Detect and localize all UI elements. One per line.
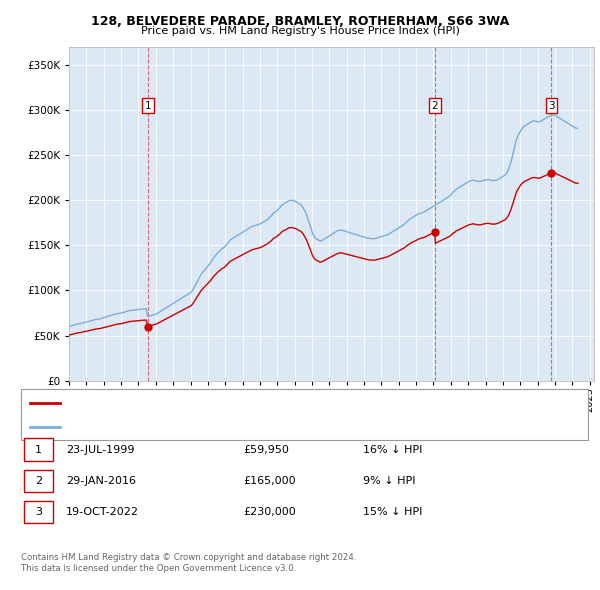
- Text: 2: 2: [35, 476, 42, 486]
- Text: £230,000: £230,000: [243, 507, 296, 517]
- Text: Price paid vs. HM Land Registry's House Price Index (HPI): Price paid vs. HM Land Registry's House …: [140, 26, 460, 36]
- Text: 2: 2: [431, 101, 438, 111]
- Text: 15% ↓ HPI: 15% ↓ HPI: [363, 507, 422, 517]
- Text: 128, BELVEDERE PARADE, BRAMLEY, ROTHERHAM, S66 3WA (detached house): 128, BELVEDERE PARADE, BRAMLEY, ROTHERHA…: [64, 398, 448, 408]
- Text: 23-JUL-1999: 23-JUL-1999: [66, 445, 134, 454]
- Text: This data is licensed under the Open Government Licence v3.0.: This data is licensed under the Open Gov…: [21, 564, 296, 573]
- Text: 19-OCT-2022: 19-OCT-2022: [66, 507, 139, 517]
- Text: 29-JAN-2016: 29-JAN-2016: [66, 476, 136, 486]
- Text: Contains HM Land Registry data © Crown copyright and database right 2024.: Contains HM Land Registry data © Crown c…: [21, 553, 356, 562]
- Text: 128, BELVEDERE PARADE, BRAMLEY, ROTHERHAM, S66 3WA: 128, BELVEDERE PARADE, BRAMLEY, ROTHERHA…: [91, 15, 509, 28]
- Text: 1: 1: [145, 101, 151, 111]
- Text: 9% ↓ HPI: 9% ↓ HPI: [363, 476, 415, 486]
- Text: 1: 1: [35, 445, 42, 454]
- Text: 3: 3: [548, 101, 555, 111]
- Text: HPI: Average price, detached house, Rotherham: HPI: Average price, detached house, Roth…: [64, 422, 299, 432]
- Text: 3: 3: [35, 507, 42, 517]
- Text: £59,950: £59,950: [243, 445, 289, 454]
- Text: £165,000: £165,000: [243, 476, 296, 486]
- Text: 16% ↓ HPI: 16% ↓ HPI: [363, 445, 422, 454]
